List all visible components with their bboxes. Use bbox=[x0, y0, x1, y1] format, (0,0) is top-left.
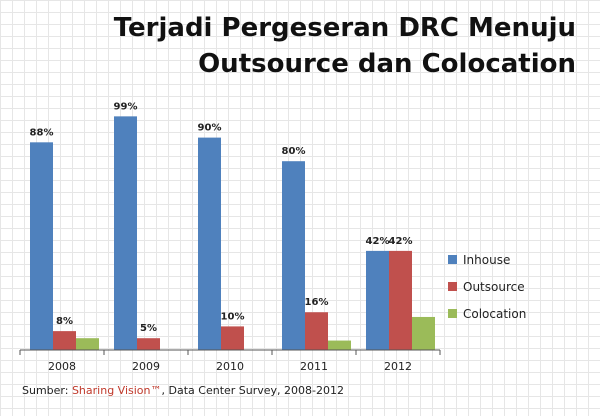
bar-outsource-2009 bbox=[137, 338, 160, 350]
title-line-1: Terjadi Pergeseran DRC Menuju bbox=[113, 13, 576, 43]
legend-label-colocation: Colocation bbox=[463, 307, 526, 321]
source-prefix: Sumber: bbox=[22, 384, 72, 397]
legend-swatch-inhouse bbox=[448, 255, 457, 264]
legend-label-inhouse: Inhouse bbox=[463, 253, 510, 267]
data-label-outsource-2008: 8% bbox=[56, 316, 73, 327]
data-label-outsource-2009: 5% bbox=[140, 323, 157, 334]
x-tick-label-2011: 2011 bbox=[300, 360, 328, 373]
legend-label-outsource: Outsource bbox=[463, 280, 525, 294]
legend-swatch-outsource bbox=[448, 282, 457, 291]
x-tick-label-2010: 2010 bbox=[216, 360, 244, 373]
bar-outsource-2010 bbox=[221, 326, 244, 350]
bar-inhouse-2010 bbox=[198, 137, 221, 350]
bar-inhouse-2009 bbox=[114, 116, 137, 350]
bar-outsource-2012 bbox=[389, 250, 412, 350]
bar-inhouse-2008 bbox=[30, 142, 53, 350]
bar-colocation-2011 bbox=[328, 340, 351, 350]
source-brand: Sharing Vision™ bbox=[71, 384, 162, 397]
source-suffix: , Data Center Survey, 2008-2012 bbox=[161, 384, 345, 397]
data-label-inhouse-2010: 90% bbox=[198, 123, 222, 134]
x-tick-label-2012: 2012 bbox=[384, 360, 412, 373]
data-label-inhouse-2008: 88% bbox=[30, 127, 54, 138]
bar-inhouse-2011 bbox=[282, 161, 305, 350]
x-tick-label-2009: 2009 bbox=[132, 360, 160, 373]
source-note: Sumber: Sharing Vision™, Data Center Sur… bbox=[22, 384, 344, 397]
data-label-inhouse-2012: 42% bbox=[366, 236, 390, 247]
x-tick-label-2008: 2008 bbox=[48, 360, 76, 373]
data-label-outsource-2010: 10% bbox=[221, 311, 245, 322]
bar-outsource-2011 bbox=[305, 312, 328, 350]
bar-outsource-2008 bbox=[53, 331, 76, 350]
bar-colocation-2012 bbox=[412, 316, 435, 350]
data-label-outsource-2011: 16% bbox=[305, 297, 329, 308]
title-line-2: Outsource dan Colocation bbox=[198, 49, 576, 79]
bar-colocation-2008 bbox=[76, 338, 99, 350]
chart-title: Terjadi Pergeseran DRC Menuju Outsource … bbox=[16, 10, 576, 82]
data-label-outsource-2012: 42% bbox=[389, 236, 413, 247]
data-label-inhouse-2009: 99% bbox=[114, 101, 138, 112]
legend-swatch-colocation bbox=[448, 309, 457, 318]
bar-inhouse-2012 bbox=[366, 250, 389, 350]
data-label-inhouse-2011: 80% bbox=[282, 146, 306, 157]
